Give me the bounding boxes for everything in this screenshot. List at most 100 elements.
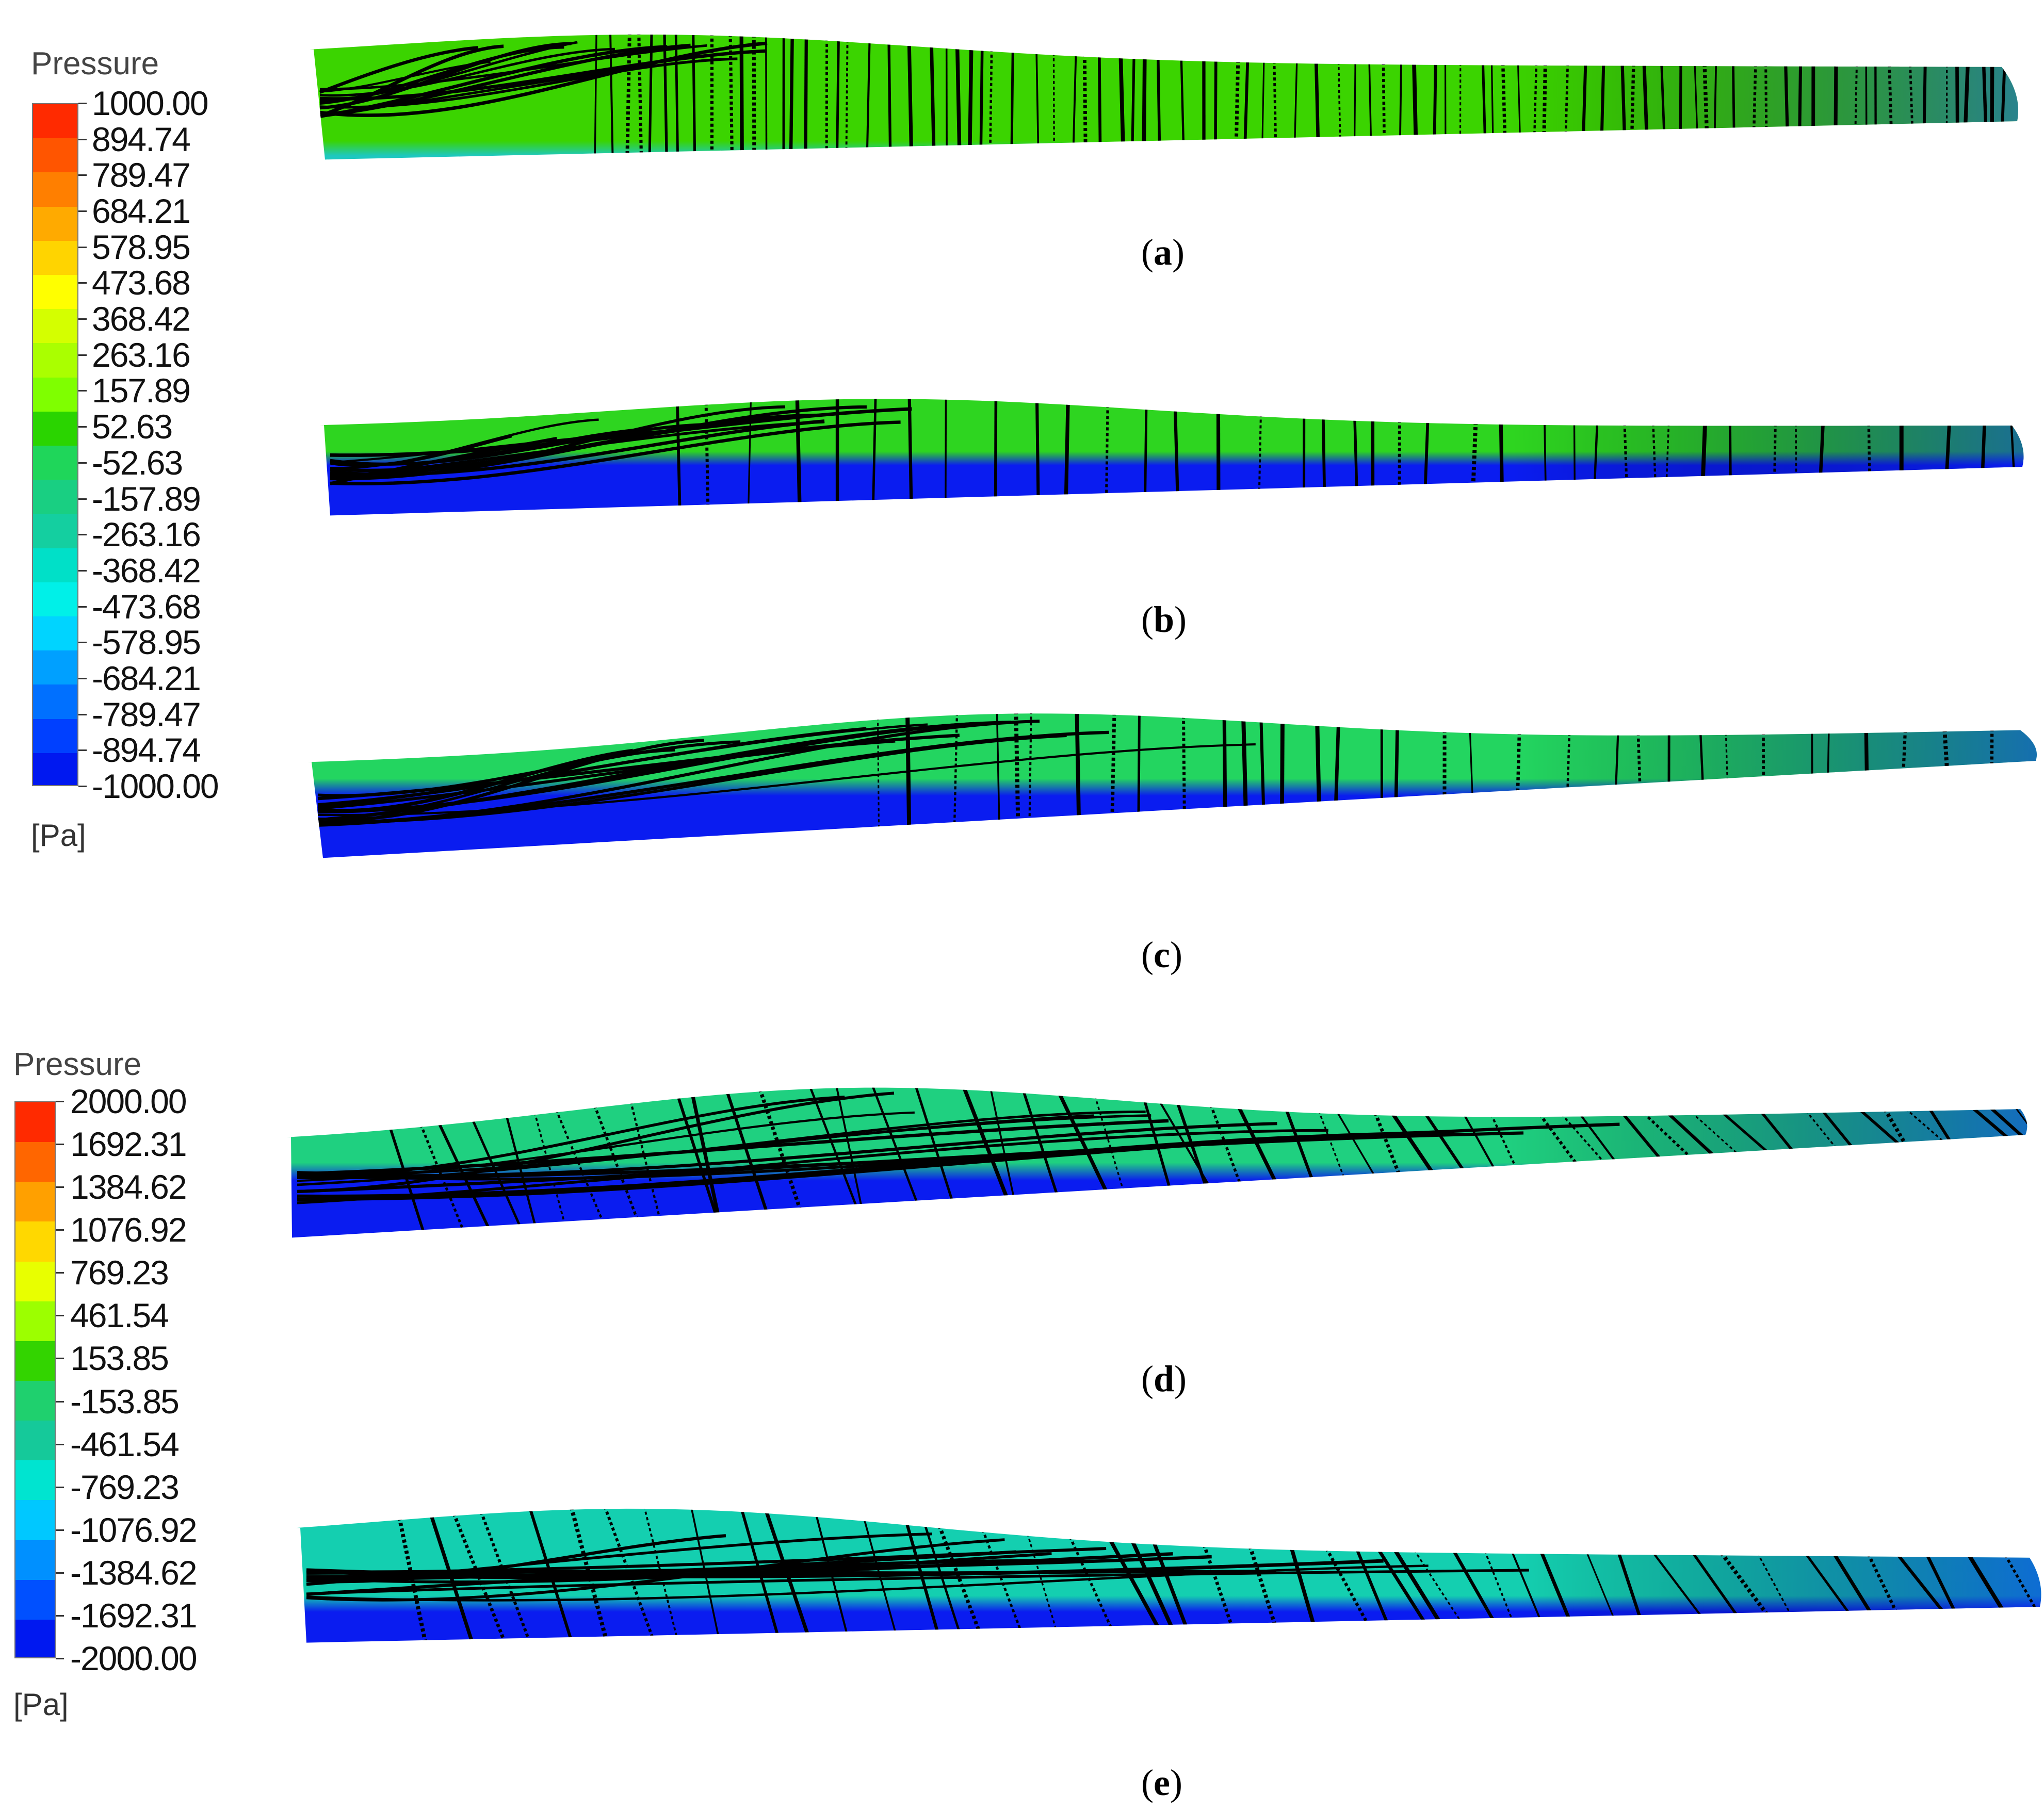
streamline — [1052, 52, 1055, 146]
streamline — [1289, 1546, 1316, 1626]
legend-tick-label: 473.68 — [92, 264, 191, 302]
streamline — [1511, 1551, 1542, 1621]
streamline — [979, 48, 984, 148]
streamline — [1368, 61, 1372, 139]
streamline — [1854, 64, 1858, 128]
streamline — [452, 1512, 507, 1643]
streamline — [1082, 54, 1088, 145]
blade-tip-shade — [310, 34, 2018, 160]
legend-color-segment — [15, 1500, 55, 1541]
streamline — [306, 1532, 932, 1586]
streamline — [317, 748, 634, 813]
streamline — [1721, 1111, 1773, 1156]
streamline — [1909, 64, 1913, 126]
legend-color-segment — [33, 446, 77, 481]
streamline — [1544, 422, 1547, 483]
pressure-legend-1: Pressure 1000.00 894.74 789.47 684.21 578.95… — [0, 0, 289, 877]
legend-color-segment — [15, 1619, 55, 1657]
legend-tick — [56, 1615, 64, 1617]
legend-color-segment — [33, 343, 77, 378]
legend-color-segment — [33, 582, 77, 617]
streamline — [1630, 63, 1635, 133]
streamline — [330, 405, 786, 479]
streamline — [1499, 421, 1504, 485]
streamline — [1234, 59, 1240, 142]
streamline — [1072, 54, 1077, 145]
streamline — [555, 1109, 605, 1225]
legend-tick-label: -894.74 — [92, 731, 201, 770]
legend-color-segment — [15, 1261, 55, 1302]
streamline — [1108, 1538, 1161, 1630]
streamline — [330, 419, 825, 476]
streamline — [1248, 1545, 1277, 1626]
streamline — [1152, 1541, 1189, 1628]
streamline — [330, 428, 691, 464]
streamline — [968, 47, 974, 148]
streamline — [319, 49, 766, 101]
legend-color-bar — [14, 1101, 56, 1658]
streamline — [1337, 61, 1341, 139]
streamline — [704, 402, 710, 508]
legend-tick — [78, 534, 87, 536]
streamline — [297, 1091, 895, 1193]
streamline — [1784, 63, 1789, 129]
streamline — [930, 45, 936, 149]
streamline — [1433, 62, 1437, 137]
streamline — [1989, 1105, 2027, 1141]
streamline — [1222, 718, 1227, 810]
streamline — [1945, 423, 1951, 472]
streamline — [740, 1509, 780, 1637]
streamline — [1176, 1102, 1208, 1188]
streamline — [663, 34, 668, 155]
legend-tick — [56, 1443, 64, 1445]
streamline — [674, 34, 679, 154]
streamline — [533, 1112, 566, 1226]
legend-color-segment — [33, 240, 77, 275]
streamline — [1501, 62, 1507, 136]
streamline — [1423, 420, 1430, 487]
legend-tick-label: -1000.00 — [92, 767, 219, 805]
streamline — [1660, 63, 1665, 132]
streamline — [1334, 724, 1340, 803]
legend-color-segment — [15, 1421, 55, 1461]
streamline — [1643, 1112, 1695, 1161]
streamline — [1760, 1110, 1796, 1154]
streamline — [676, 1095, 718, 1218]
streamline — [1130, 1540, 1174, 1629]
streamline — [1490, 1114, 1518, 1170]
streamline — [1701, 423, 1707, 479]
streamlines — [297, 1087, 2027, 1235]
legend-tick-label: -578.95 — [92, 623, 201, 662]
streamline — [1971, 1106, 2013, 1142]
streamline — [1214, 59, 1218, 142]
streamline — [905, 1522, 939, 1634]
streamline — [317, 722, 975, 814]
streamline — [1064, 402, 1070, 497]
streamline — [1566, 732, 1571, 790]
streamline — [637, 34, 643, 155]
streamlines — [306, 1508, 2038, 1643]
streamline — [319, 45, 564, 105]
legend-tick-label: 2000.00 — [70, 1082, 187, 1120]
streamline — [1691, 1552, 1739, 1618]
streamline — [319, 47, 615, 97]
streamline — [593, 1104, 640, 1223]
legend-tick — [78, 786, 87, 787]
streamline — [1259, 720, 1266, 808]
legend-color-segment — [33, 172, 77, 207]
streamline — [419, 1123, 466, 1233]
streamline — [479, 1511, 531, 1642]
streamline — [1261, 60, 1265, 141]
streamline — [1902, 729, 1907, 771]
streamline — [1827, 731, 1830, 775]
legend-color-segment — [33, 616, 77, 651]
streamline — [758, 1088, 803, 1213]
streamline — [690, 1094, 720, 1217]
streamline — [1585, 1551, 1615, 1619]
streamline — [1642, 63, 1649, 133]
streamline — [863, 1518, 897, 1634]
blade-surface — [307, 713, 2037, 858]
legend-color-segment — [33, 206, 77, 241]
streamline — [306, 1569, 1184, 1574]
streamline — [603, 1508, 655, 1640]
